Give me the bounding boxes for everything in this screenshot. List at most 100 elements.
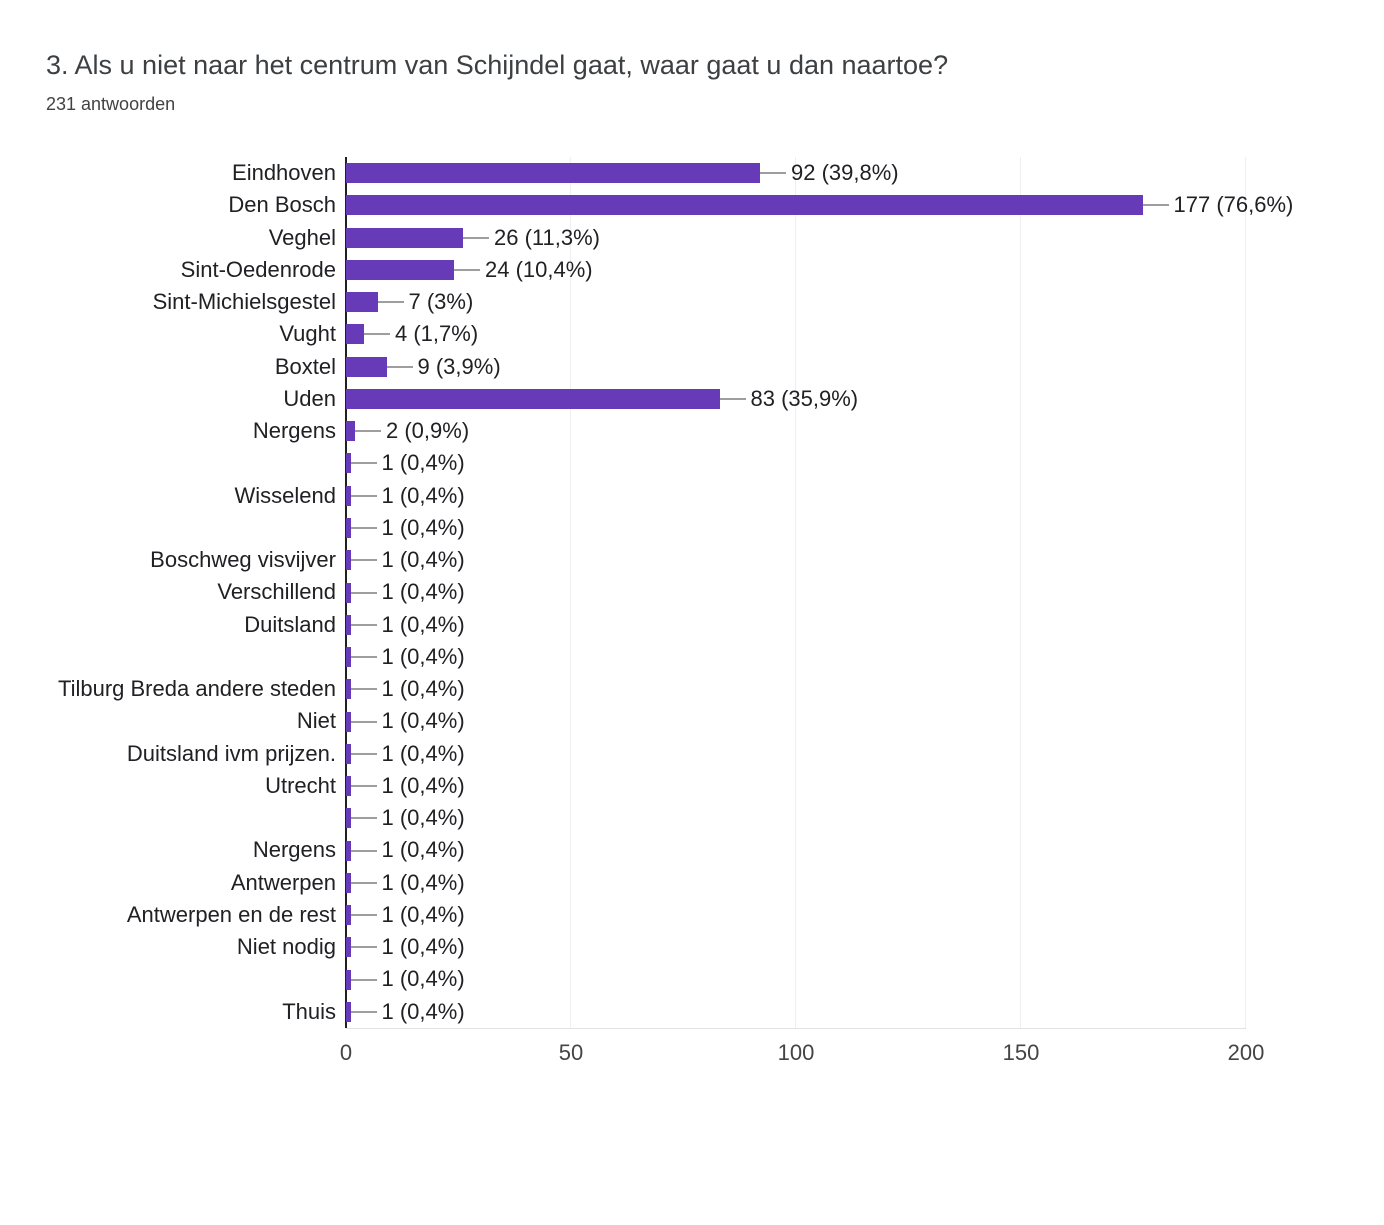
- value-label: 177 (76,6%): [1173, 192, 1294, 218]
- value-label: 1 (0,4%): [381, 708, 465, 734]
- bar: [346, 324, 364, 345]
- bar: [346, 614, 351, 635]
- value-connector-line: [355, 430, 381, 433]
- bar: [346, 485, 351, 506]
- value-connector-line: [760, 172, 786, 175]
- bar: [346, 840, 351, 861]
- category-label: Veghel: [268, 224, 336, 250]
- bar: [346, 905, 351, 926]
- x-axis-tick-label: 100: [777, 1040, 815, 1065]
- value-connector-line: [454, 268, 480, 271]
- value-connector-line: [386, 365, 413, 368]
- x-axis-tick-label: 50: [558, 1040, 584, 1065]
- category-label: Vught: [279, 321, 336, 347]
- category-label: Utrecht: [265, 772, 336, 798]
- value-connector-line: [350, 688, 377, 691]
- bar: [346, 1001, 351, 1022]
- x-axis-tick-label: 150: [1002, 1040, 1040, 1065]
- value-connector-line: [350, 462, 377, 465]
- value-label: 4 (1,7%): [395, 321, 479, 347]
- value-connector-line: [377, 301, 404, 304]
- value-connector-line: [350, 720, 377, 723]
- category-label: [0, 802, 336, 834]
- value-label: 1 (0,4%): [381, 934, 465, 960]
- value-label: 24 (10,4%): [485, 256, 593, 282]
- gridline: [570, 157, 571, 1028]
- value-label: 26 (11,3%): [494, 224, 600, 250]
- category-label: [0, 641, 336, 673]
- bar: [346, 582, 351, 603]
- value-connector-line: [350, 1010, 377, 1013]
- x-axis-tick-label: 200: [1227, 1040, 1265, 1065]
- bar: [346, 517, 351, 538]
- value-label: 2 (0,9%): [386, 418, 470, 444]
- value-connector-line: [350, 914, 377, 917]
- bar: [346, 711, 351, 732]
- category-label: Thuis: [282, 998, 336, 1024]
- category-label: Niet: [296, 708, 336, 734]
- value-label: 1 (0,4%): [381, 514, 465, 540]
- bar: [346, 421, 355, 442]
- plot-area: 92 (39,8%) 177 (76,6%) 26 (11,3%) 24 (10,4%…: [345, 157, 1293, 1029]
- category-label: Eindhoven: [232, 160, 336, 185]
- bar: [346, 776, 351, 797]
- value-label: 1 (0,4%): [381, 901, 465, 927]
- value-connector-line: [350, 526, 377, 529]
- value-connector-line: [350, 978, 377, 981]
- value-label: 1 (0,4%): [381, 450, 465, 476]
- value-connector-line: [350, 817, 377, 820]
- value-label: 1 (0,4%): [381, 547, 465, 573]
- value-label: 92 (39,8%): [791, 160, 899, 185]
- value-label: 9 (3,9%): [417, 353, 501, 379]
- value-connector-line: [350, 881, 377, 884]
- bar: [346, 227, 463, 248]
- category-label: Tilburg Breda andere steden: [57, 676, 336, 702]
- value-label: 1 (0,4%): [381, 579, 465, 605]
- value-label: 1 (0,4%): [381, 966, 465, 992]
- value-label: 83 (35,9%): [750, 385, 859, 411]
- bar: [346, 388, 720, 409]
- value-label: 7 (3%): [408, 289, 474, 315]
- bar: [346, 808, 351, 829]
- x-axis: 0 50 100 150 200: [340, 1040, 1264, 1070]
- category-label: Boschweg visvijver: [150, 547, 336, 573]
- category-label: [0, 512, 336, 544]
- category-label: Duitsland ivm prijzen.: [126, 740, 336, 766]
- response-count: 231 antwoorden: [46, 94, 176, 114]
- category-label: Nergens: [252, 837, 336, 863]
- value-label: 1 (0,4%): [381, 740, 465, 766]
- value-connector-line: [350, 946, 377, 949]
- category-label: Antwerpen: [230, 869, 336, 895]
- category-label: Boxtel: [274, 353, 336, 379]
- value-connector-line: [364, 333, 390, 336]
- category-label: [0, 447, 336, 479]
- bar: [346, 872, 351, 893]
- bar: [346, 259, 454, 280]
- value-connector-line: [350, 494, 377, 497]
- bar: [346, 550, 351, 571]
- category-label: Sint-Oedenrode: [180, 256, 336, 282]
- bar: [346, 647, 351, 668]
- category-label: Sint-Michielsgestel: [152, 289, 336, 315]
- category-label: Uden: [283, 385, 336, 411]
- bar: [346, 292, 378, 313]
- value-label: 1 (0,4%): [381, 611, 465, 637]
- bar: [346, 969, 351, 990]
- category-label: Wisselend: [234, 482, 336, 508]
- value-connector-line: [350, 591, 377, 594]
- question-title: 3. Als u niet naar het centrum van Schij…: [46, 50, 949, 80]
- value-connector-line: [350, 752, 377, 755]
- value-connector-line: [719, 397, 746, 400]
- value-label: 1 (0,4%): [381, 998, 465, 1024]
- x-axis-tick-label: 0: [339, 1040, 353, 1065]
- value-label: 1 (0,4%): [381, 482, 465, 508]
- category-label: [0, 963, 336, 995]
- value-connector-line: [350, 623, 377, 626]
- value-label: 1 (0,4%): [381, 869, 465, 895]
- bar: [346, 453, 351, 474]
- gridline: [795, 157, 796, 1028]
- value-label: 1 (0,4%): [381, 837, 465, 863]
- category-labels: Eindhoven Den Bosch Veghel Sint-Oedenrode Si…: [0, 157, 336, 1028]
- bar: [346, 163, 760, 184]
